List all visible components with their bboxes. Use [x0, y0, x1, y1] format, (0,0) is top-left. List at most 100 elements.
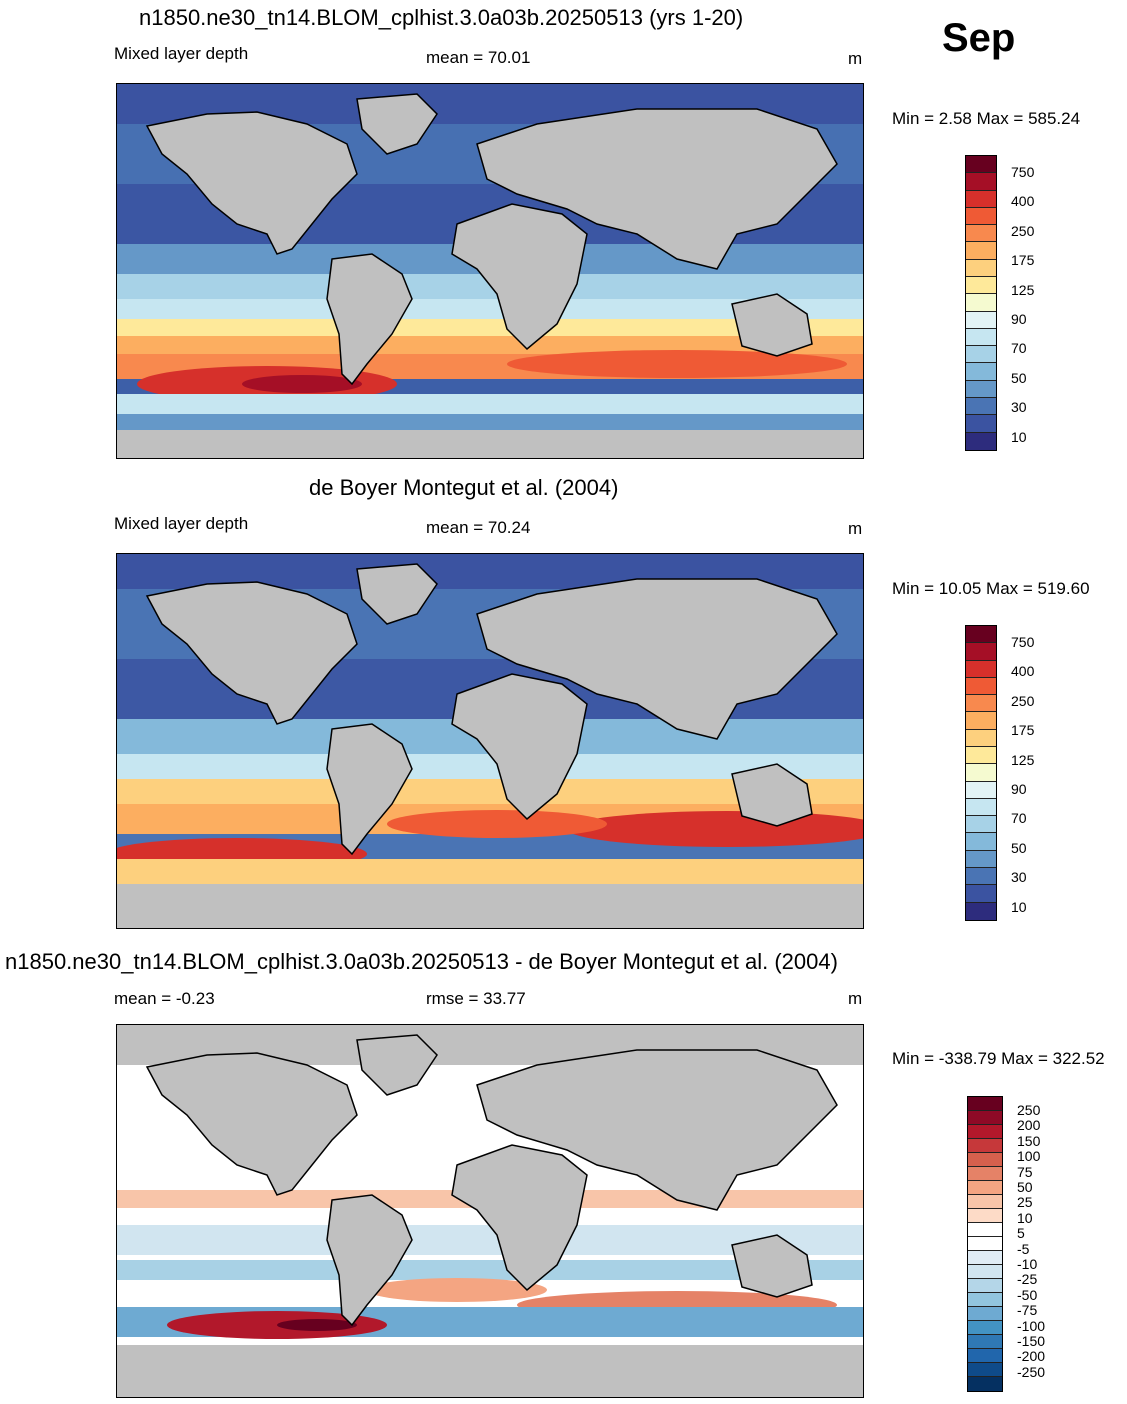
- colorbar-tick-label: 100: [1017, 1148, 1041, 1165]
- colorbar-swatch: [968, 1167, 1002, 1181]
- colorbar-swatch: [966, 259, 996, 277]
- colorbar-swatch: [966, 397, 996, 416]
- colorbar-swatch: [968, 1293, 1002, 1307]
- colorbar-swatch: [966, 677, 996, 696]
- colorbar-tick-label: -250: [1017, 1363, 1046, 1380]
- panel-3-units: m: [848, 989, 863, 1008]
- colorbar-tick-label: 250: [1011, 692, 1035, 709]
- colorbar-swatch: [968, 1195, 1002, 1209]
- colorbar-swatch: [966, 207, 996, 226]
- colorbar-tick-label: -100: [1017, 1317, 1046, 1334]
- colorbar-swatch: [966, 833, 996, 851]
- colorbar-tick-label: -50: [1017, 1286, 1038, 1303]
- colorbar-tick-label: -10: [1017, 1256, 1038, 1272]
- colorbar-swatch: [968, 1265, 1002, 1279]
- colorbar-swatch: [966, 643, 996, 661]
- panel-1-variable: Mixed layer depth: [114, 44, 249, 63]
- month-label: Sep: [942, 16, 1016, 60]
- colorbar-swatch: [968, 1125, 1002, 1139]
- panel-1-title: n1850.ne30_tn14.BLOM_cplhist.3.0a03b.202…: [139, 5, 744, 30]
- colorbar-tick-label: 25: [1017, 1194, 1033, 1211]
- panel-2-units: m: [848, 519, 863, 538]
- colorbar-swatch: [966, 781, 996, 799]
- colorbar-swatch: [968, 1237, 1002, 1251]
- colorbar-swatch: [966, 798, 996, 817]
- panel-1-mean: mean = 70.01: [426, 48, 531, 67]
- colorbar-tick-label: 125: [1011, 751, 1035, 768]
- panel-3-title: n1850.ne30_tn14.BLOM_cplhist.3.0a03b.202…: [5, 949, 838, 974]
- panel-2-colorbar: [965, 625, 997, 921]
- colorbar-swatch: [968, 1097, 1002, 1111]
- panel-2-minmax: Min = 10.05 Max = 519.60: [892, 579, 1090, 598]
- colorbar-tick-label: 50: [1011, 369, 1027, 386]
- panel-2-map-svg: [117, 554, 863, 928]
- colorbar-swatch: [968, 1209, 1002, 1223]
- colorbar-swatch: [966, 660, 996, 678]
- colorbar-swatch: [966, 712, 996, 730]
- colorbar-tick-label: 50: [1011, 839, 1027, 856]
- colorbar-swatch: [966, 190, 996, 208]
- panel-1-map-svg: [117, 84, 863, 458]
- panel-3-mean: mean = -0.23: [114, 989, 215, 1008]
- colorbar-swatch: [968, 1223, 1002, 1237]
- colorbar-tick-label: 70: [1011, 810, 1027, 827]
- panel-3-map-svg: [117, 1025, 863, 1397]
- colorbar-tick-label: 10: [1011, 428, 1027, 445]
- colorbar-tick-label: 150: [1017, 1132, 1041, 1149]
- colorbar-swatch: [966, 729, 996, 747]
- colorbar-swatch: [966, 746, 996, 765]
- colorbar-swatch: [968, 1139, 1002, 1153]
- panel-2-title: de Boyer Montegut et al. (2004): [309, 475, 619, 500]
- colorbar-tick-label: 175: [1011, 722, 1035, 739]
- colorbar-tick-label: 30: [1011, 399, 1027, 416]
- colorbar-swatch: [968, 1153, 1002, 1167]
- colorbar-tick-label: 250: [1011, 222, 1035, 239]
- colorbar-tick-label: 10: [1017, 1209, 1033, 1226]
- colorbar-swatch: [968, 1335, 1002, 1349]
- panel-1-minmax: Min = 2.58 Max = 585.24: [892, 109, 1081, 128]
- panel-2-map: [116, 553, 864, 929]
- colorbar-tick-label: 750: [1011, 634, 1035, 650]
- panel-3-colorbar: [967, 1096, 1003, 1392]
- panel-3-minmax: Min = -338.79 Max = 322.52: [892, 1049, 1105, 1068]
- colorbar-swatch: [966, 311, 996, 329]
- colorbar-tick-label: 400: [1011, 663, 1035, 680]
- colorbar-tick-label: 200: [1017, 1117, 1041, 1134]
- colorbar-swatch: [968, 1111, 1002, 1125]
- colorbar-tick-label: 750: [1011, 164, 1035, 180]
- colorbar-swatch: [966, 156, 996, 174]
- colorbar-tick-label: 70: [1011, 340, 1027, 357]
- colorbar-swatch: [966, 764, 996, 782]
- colorbar-tick-label: -75: [1017, 1302, 1038, 1319]
- colorbar-swatch: [966, 816, 996, 834]
- colorbar-tick-label: -5: [1017, 1240, 1030, 1257]
- colorbar-swatch: [968, 1251, 1002, 1265]
- colorbar-swatch: [966, 225, 996, 243]
- colorbar-swatch: [968, 1279, 1002, 1293]
- colorbar-swatch: [966, 415, 996, 433]
- colorbar-swatch: [968, 1307, 1002, 1321]
- colorbar-swatch: [966, 328, 996, 347]
- colorbar-swatch: [966, 867, 996, 886]
- colorbar-swatch: [966, 173, 996, 191]
- colorbar-swatch: [968, 1349, 1002, 1363]
- colorbar-swatch: [966, 850, 996, 868]
- panel-3-rmse: rmse = 33.77: [426, 989, 526, 1008]
- colorbar-swatch: [966, 363, 996, 381]
- colorbar-tick-label: 30: [1011, 869, 1027, 886]
- panel-1-colorbar: [965, 155, 997, 451]
- colorbar-swatch: [966, 380, 996, 398]
- panel-1-map: [116, 83, 864, 459]
- colorbar-tick-label: -200: [1017, 1348, 1046, 1365]
- colorbar-swatch: [966, 276, 996, 295]
- colorbar-swatch: [968, 1363, 1002, 1377]
- colorbar-tick-label: -150: [1017, 1333, 1046, 1349]
- colorbar-swatch: [966, 294, 996, 312]
- colorbar-swatch: [966, 432, 996, 450]
- colorbar-tick-label: 10: [1011, 898, 1027, 915]
- colorbar-swatch: [966, 902, 996, 920]
- colorbar-swatch: [968, 1377, 1002, 1391]
- colorbar-tick-label: 90: [1011, 311, 1027, 327]
- colorbar-tick-label: 250: [1017, 1102, 1041, 1118]
- colorbar-swatch: [966, 695, 996, 713]
